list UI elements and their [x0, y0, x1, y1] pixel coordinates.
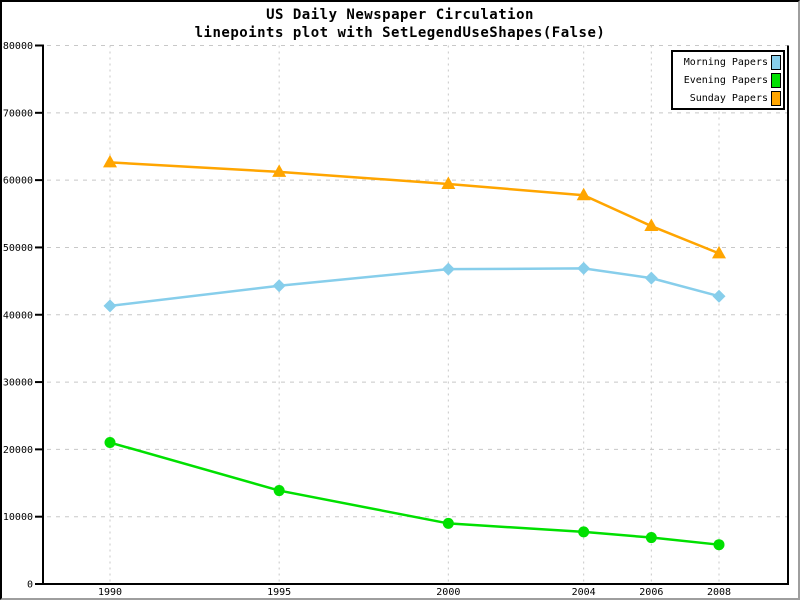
- series-line-morning-papers: [109, 267, 720, 308]
- marker-sunday-papers-1995: [272, 164, 287, 177]
- legend-swatch-sunday-papers: [771, 90, 781, 106]
- y-tick-label-10000: 10000: [3, 512, 33, 523]
- x-tick-label-1990: 1990: [98, 587, 122, 598]
- marker-evening-papers-1990: [104, 437, 116, 449]
- y-tick-label-50000: 50000: [3, 243, 33, 254]
- x-tick-label-2008: 2008: [707, 587, 731, 598]
- x-tick-label-2004: 2004: [572, 587, 596, 598]
- marker-morning-papers-2004: [577, 261, 591, 275]
- y-tick-label-80000: 80000: [3, 41, 33, 52]
- marker-sunday-papers-2000: [441, 176, 456, 190]
- legend-swatch-evening-papers: [771, 72, 781, 88]
- marker-sunday-papers-2006: [644, 218, 659, 232]
- marker-sunday-papers-1990: [103, 154, 117, 168]
- legend-label-evening-papers: Evening Papers: [683, 74, 768, 86]
- marker-sunday-papers-2004: [576, 187, 591, 201]
- marker-morning-papers-2006: [644, 271, 658, 285]
- y-tick-label-0: 0: [27, 580, 33, 591]
- legend-swatch-morning-papers: [771, 54, 781, 70]
- legend-label-sunday-papers: Sunday Papers: [689, 92, 768, 104]
- x-tick-label-1995: 1995: [267, 587, 291, 598]
- legend-row-evening-papers: Evening Papers: [675, 71, 781, 89]
- marker-evening-papers-2008: [713, 539, 725, 551]
- marker-evening-papers-2004: [578, 526, 590, 538]
- legend-box: Morning Papers Evening Papers Sunday Pap…: [671, 50, 785, 110]
- y-tick-label-20000: 20000: [3, 445, 33, 456]
- marker-evening-papers-2000: [442, 517, 454, 529]
- marker-sunday-papers-2008: [712, 245, 726, 259]
- y-tick-label-40000: 40000: [3, 310, 33, 321]
- y-tick-label-70000: 70000: [3, 108, 33, 119]
- x-tick-label-2006: 2006: [639, 587, 663, 598]
- series-line-evening-papers: [109, 441, 720, 546]
- marker-evening-papers-2006: [645, 532, 657, 544]
- chart-title: US Daily Newspaper Circulation: [266, 7, 534, 23]
- legend-row-sunday-papers: Sunday Papers: [675, 89, 781, 107]
- legend-row-morning-papers: Morning Papers: [675, 53, 781, 71]
- marker-morning-papers-2008: [712, 289, 726, 303]
- marker-evening-papers-1995: [273, 485, 285, 497]
- marker-morning-papers-2000: [441, 262, 455, 276]
- x-tick-label-2000: 2000: [436, 587, 460, 598]
- chart-subtitle: linepoints plot with SetLegendUseShapes(…: [194, 25, 606, 41]
- marker-morning-papers-1995: [272, 279, 286, 293]
- series-line-sunday-papers: [109, 161, 720, 255]
- legend-label-morning-papers: Morning Papers: [683, 56, 768, 68]
- title-block: US Daily Newspaper Circulation linepoint…: [2, 6, 798, 42]
- y-tick-label-30000: 30000: [3, 378, 33, 389]
- marker-morning-papers-1990: [103, 299, 117, 313]
- y-tick-label-60000: 60000: [3, 176, 33, 187]
